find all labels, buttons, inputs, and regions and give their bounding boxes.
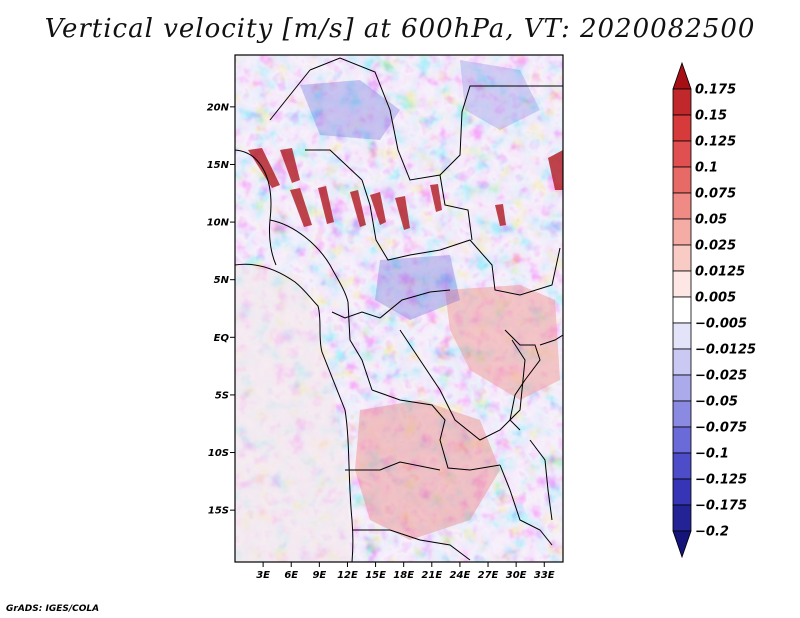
colorbar-label: −0.175 [695,499,747,514]
colorbar-swatch [672,218,692,246]
lat-tick-label: 10N [207,218,230,229]
colorbar-swatch [672,504,692,532]
lon-tick-label: 21E [421,570,442,581]
lon-tick-label: 27E [478,570,499,581]
lat-tick-label: 20N [207,102,230,113]
colorbar-label: −0.2 [695,525,729,540]
lat-tick-label: 15N [207,160,230,171]
colorbar-swatch [672,452,692,480]
colorbar-swatch [672,270,692,298]
lat-tick-label: 15S [208,506,229,517]
colorbar-label: −0.125 [695,473,747,488]
lon-tick-label: 33E [534,570,555,581]
colorbar-label: −0.0125 [695,343,756,358]
lat-tick-label: 5N [214,275,230,286]
colorbar-swatch [672,348,692,376]
colorbar-label: −0.025 [695,369,747,384]
colorbar-swatch [672,530,692,559]
colorbar-swatch [672,400,692,428]
lon-tick-label: 9E [312,570,326,581]
lat-tick-label: EQ [214,333,230,344]
colorbar-swatch [672,478,692,506]
colorbar-swatch [672,426,692,454]
colorbar-swatch [672,166,692,194]
plot-frame [234,54,564,563]
colorbar-swatch [672,140,692,168]
colorbar-swatch [672,296,692,324]
colorbar-swatch [672,192,692,220]
colorbar: 0.175 0.15 0.125 0.1 0.075 0.05 0.025 0.0125 0.0… [672,61,756,559]
colorbar-label: 0.125 [695,135,736,150]
lon-tick-label: 30E [506,570,527,581]
lon-tick-label: 15E [365,570,386,581]
velocity-field [235,55,563,562]
lat-tick-label: 5S [215,390,229,401]
chart-title: Vertical velocity [m/s] at 600hPa, VT: 2… [44,14,756,44]
country-borders [235,57,563,562]
colorbar-swatch [672,61,692,90]
colorbar-label: −0.05 [695,395,738,410]
latitude-axis: 20N 15N 10N 5N EQ 5S 10S 15S [207,102,235,517]
colorbar-label: 0.025 [695,239,736,254]
colorbar-label: −0.005 [695,317,747,332]
colorbar-swatch [672,88,692,116]
colorbar-swatch [672,322,692,350]
colorbar-label: 0.175 [695,83,736,98]
colorbar-label: −0.1 [695,447,729,462]
colorbar-label: 0.0125 [695,265,745,280]
colorbar-swatch [672,114,692,142]
longitude-axis: 3E 6E 9E 12E 15E 18E 21E 24E 27E 30E 33E [256,562,555,581]
colorbar-label: 0.05 [695,213,727,228]
colorbar-label: 0.075 [695,187,736,202]
lat-tick-label: 10S [208,448,229,459]
colorbar-label: −0.075 [695,421,747,436]
grads-credit: GrADS: IGES/COLA [6,604,100,614]
lon-tick-label: 3E [256,570,270,581]
colorbar-label: 0.15 [695,109,727,124]
colorbar-swatch [672,374,692,402]
lon-tick-label: 12E [337,570,358,581]
colorbar-swatch [672,244,692,272]
colorbar-label: 0.005 [695,291,736,306]
lon-tick-label: 6E [284,570,298,581]
lon-tick-label: 18E [393,570,414,581]
colorbar-label: 0.1 [695,161,718,176]
lon-tick-label: 24E [450,570,471,581]
